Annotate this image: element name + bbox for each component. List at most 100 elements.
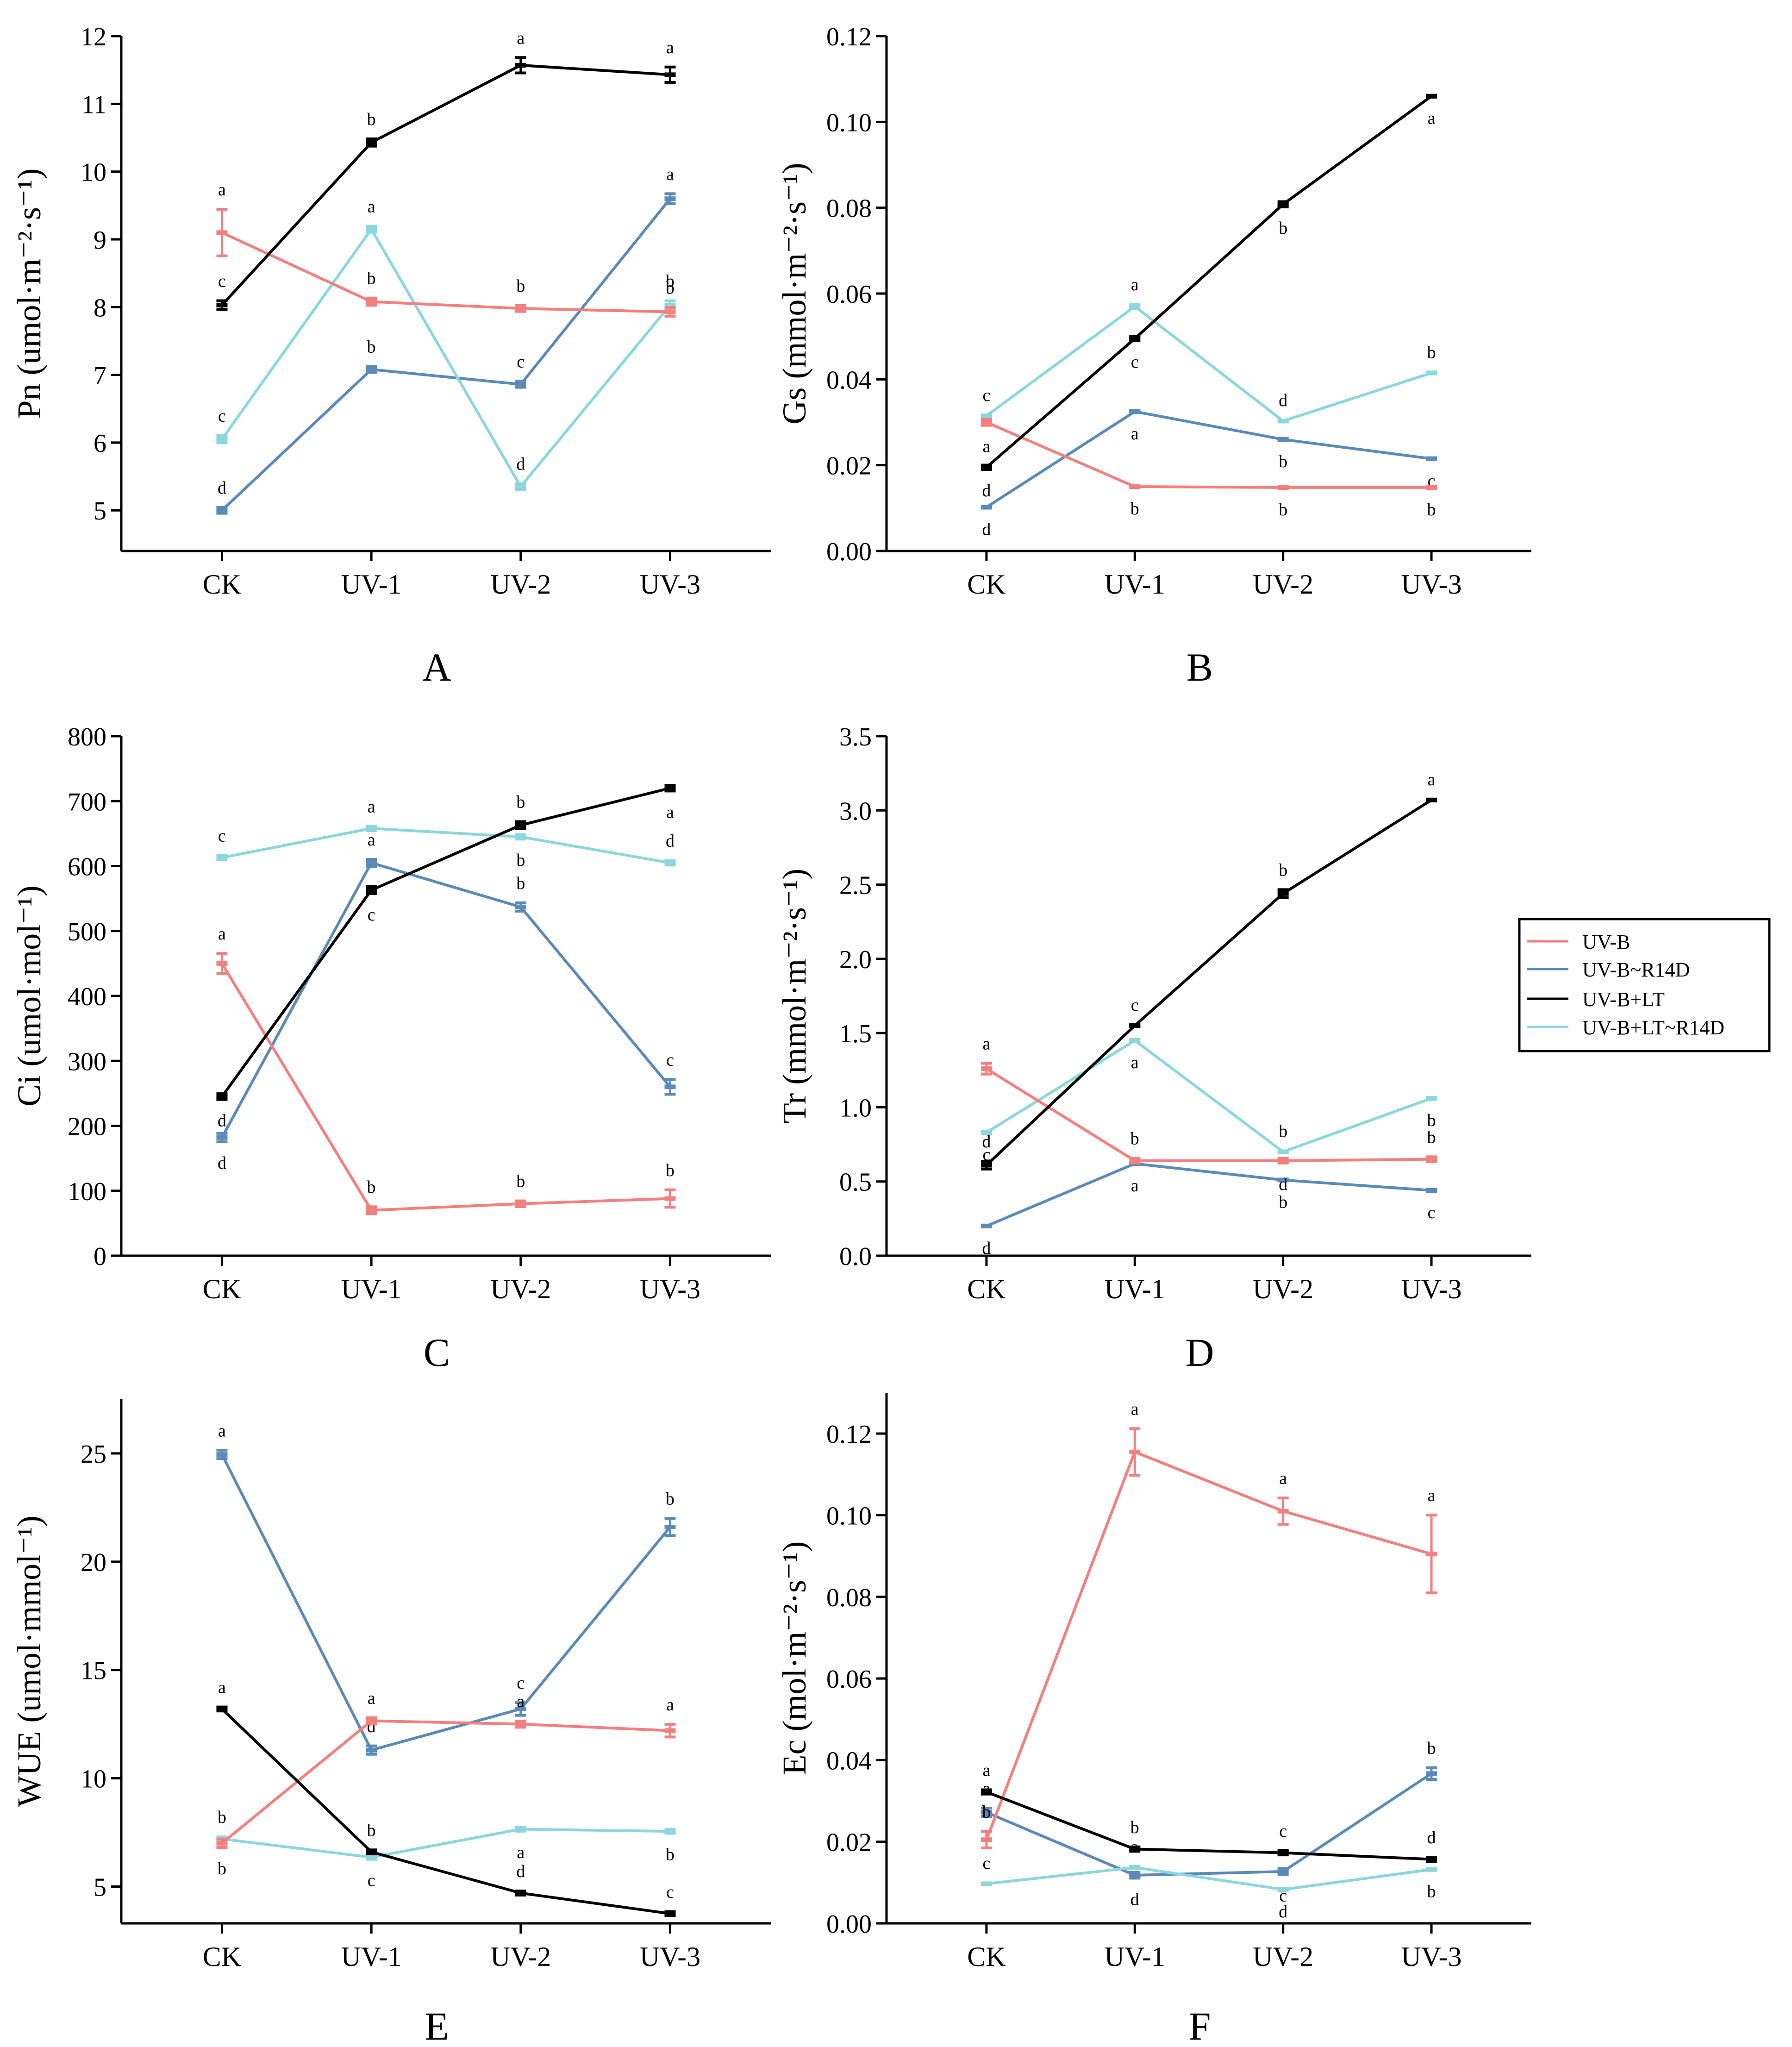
significance-letter: d: [1427, 1828, 1436, 1847]
significance-letter: d: [516, 455, 525, 474]
data-point: [366, 1718, 377, 1723]
series-line: [985, 799, 1432, 1166]
data-point: [980, 413, 992, 419]
y-tick-label: 12: [81, 23, 106, 51]
y-tick-label: 0.00: [826, 538, 872, 566]
panel-label: D: [1185, 1330, 1214, 1375]
y-axis-title: WUE (umol·mmol⁻¹): [11, 1515, 48, 1807]
x-tick-label: UV-3: [640, 1274, 700, 1304]
series-line: [985, 95, 1432, 469]
significance-letter: a: [218, 1421, 226, 1440]
significance-letter: c: [982, 1145, 990, 1164]
x-tick-label: CK: [203, 569, 241, 600]
y-tick-label: 0.02: [826, 452, 872, 481]
significance-letter: b: [1279, 860, 1287, 880]
y-axis-title: Tr (mmol·m⁻²·s⁻¹): [776, 869, 813, 1124]
series-line: [221, 228, 671, 488]
significance-letter: b: [1427, 1111, 1436, 1130]
data-point: [1277, 1509, 1289, 1514]
y-tick-label: 0.08: [826, 1584, 872, 1612]
significance-letter: a: [1131, 1053, 1139, 1072]
significance-letter: d: [982, 1239, 991, 1258]
series-line: [221, 1708, 670, 1915]
x-tick-label: UV-3: [640, 1941, 700, 1972]
significance-letter: d: [1279, 391, 1287, 410]
y-tick-label: 1.0: [839, 1094, 872, 1122]
y-tick-label: 0.10: [826, 108, 872, 137]
data-point: [216, 1094, 228, 1099]
data-point: [216, 961, 228, 966]
data-point: [1277, 1158, 1289, 1163]
chart-panel-f: 0.00 0.02 0.04 0.06 0.08 0.10 0.12 CK UV-1 UV-2 UV…: [776, 1393, 1531, 2047]
y-tick-label: 0.08: [826, 194, 872, 223]
significance-letter: d: [1279, 1175, 1287, 1194]
series-line: [221, 63, 670, 306]
data-point: [216, 230, 228, 235]
y-tick-label: 0.12: [826, 23, 872, 51]
data-point: [1426, 94, 1437, 99]
legend-label: UV-B+LT~R14D: [1582, 1016, 1724, 1039]
y-tick-label: 0.06: [826, 1665, 872, 1694]
significance-letter: b: [1279, 500, 1287, 520]
data-point: [1129, 1865, 1141, 1870]
significance-letter: d: [218, 1111, 226, 1131]
panel-label: C: [424, 1330, 450, 1375]
data-point: [515, 63, 526, 68]
data-point: [515, 306, 526, 311]
significance-letter: a: [1428, 1486, 1436, 1505]
legend-item-uv-b-lt: UV-B+LT: [1527, 988, 1665, 1011]
y-tick-label: 2.5: [839, 871, 872, 900]
y-tick-label: 700: [68, 788, 106, 816]
significance-letter: a: [982, 1034, 990, 1053]
data-point: [664, 1829, 676, 1834]
data-point: [980, 1163, 992, 1168]
x-tick-label: UV-1: [341, 569, 402, 600]
data-point: [1426, 485, 1437, 490]
x-tick-label: CK: [203, 1941, 241, 1972]
data-point: [980, 505, 992, 510]
series-uv-b-lt: a b d c: [216, 1678, 676, 1917]
significance-letter: c: [218, 407, 226, 426]
data-point: [366, 1747, 377, 1753]
y-tick-label: 2.0: [839, 945, 872, 974]
significance-letter: b: [516, 874, 525, 893]
legend-item-uv-b-r14d: UV-B~R14D: [1527, 958, 1690, 981]
significance-letter: a: [517, 28, 524, 48]
significance-letter: a: [368, 830, 375, 850]
x-tick-label: UV-1: [341, 1274, 402, 1304]
data-point: [664, 72, 676, 77]
y-axis-title: Ci (umol·mol⁻¹): [11, 885, 48, 1107]
significance-letter: b: [367, 269, 376, 288]
significance-letter: b: [666, 272, 674, 291]
x-tick-label: UV-3: [1401, 569, 1462, 600]
panel-label: B: [1186, 645, 1213, 689]
data-point: [1277, 1177, 1289, 1183]
significance-letter: b: [1427, 1882, 1436, 1902]
data-point: [216, 855, 228, 860]
data-point: [1277, 419, 1289, 424]
y-tick-label: 0.12: [826, 1420, 872, 1449]
y-tick-label: 7: [94, 362, 106, 390]
significance-letter: b: [516, 1172, 525, 1191]
panel-label: E: [425, 2004, 449, 2047]
data-point: [1129, 484, 1141, 489]
significance-letter: d: [218, 478, 226, 498]
data-point: [980, 1066, 992, 1071]
significance-letter: b: [516, 851, 525, 870]
data-point: [1129, 1872, 1141, 1878]
series-line: [220, 861, 671, 1139]
chart-panel-e: 5 10 15 20 25 CK UV-1 UV-2 UV-3 WUE (umol·mmol⁻¹)…: [11, 1399, 771, 2047]
significance-letter: a: [368, 1689, 375, 1708]
significance-letter: b: [666, 1845, 674, 1865]
data-point: [515, 1827, 526, 1832]
data-point: [366, 826, 377, 831]
data-point: [1277, 437, 1289, 442]
x-tick-label: UV-2: [1253, 569, 1313, 600]
series-line: [986, 1866, 1432, 1891]
data-point: [980, 1790, 992, 1795]
significance-letter: a: [982, 437, 990, 457]
x-tick-label: UV-3: [1401, 1274, 1462, 1304]
data-point: [1277, 202, 1289, 207]
